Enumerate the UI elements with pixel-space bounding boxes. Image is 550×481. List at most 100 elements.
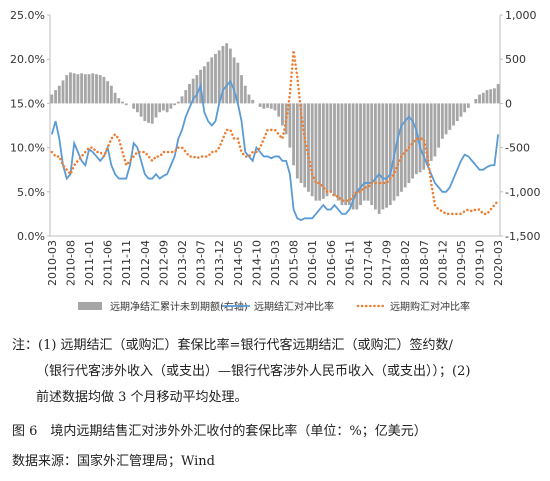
bar — [217, 50, 221, 104]
bar — [206, 61, 210, 104]
bar — [165, 103, 169, 113]
bar — [251, 99, 255, 104]
bar — [496, 83, 500, 104]
bar — [292, 103, 296, 166]
bar — [113, 92, 117, 104]
bar — [295, 103, 299, 179]
bar — [266, 103, 269, 108]
bar — [381, 103, 385, 210]
bar — [277, 103, 281, 117]
bar — [228, 48, 232, 104]
x-tick-label: 2010-08 — [64, 240, 77, 286]
source: 数据来源：国家外汇管理局；Wind — [12, 453, 215, 469]
y-tick-label: 20.0% — [10, 53, 45, 66]
bar — [121, 101, 124, 104]
bar — [281, 103, 284, 126]
bar — [236, 62, 240, 104]
bar — [396, 103, 400, 197]
bar — [333, 103, 336, 197]
bar — [429, 103, 433, 161]
bar — [303, 103, 307, 188]
bar — [370, 103, 374, 206]
bar — [98, 75, 102, 104]
bar — [433, 103, 437, 157]
x-tick-label: 2013-07 — [195, 240, 208, 286]
bar — [184, 90, 188, 104]
x-tick-label: 2013-12 — [213, 240, 226, 286]
bar — [455, 103, 459, 122]
bar — [135, 103, 139, 113]
bar — [362, 103, 366, 201]
y-tick-label: 10.0% — [10, 142, 45, 155]
bar — [173, 103, 176, 106]
bar — [310, 103, 314, 197]
y-tick-label: 25.0% — [10, 9, 45, 22]
bar — [485, 90, 489, 104]
bar — [474, 98, 478, 104]
bar — [221, 45, 225, 104]
bar — [340, 103, 344, 206]
bar — [72, 73, 76, 104]
bar — [284, 103, 288, 135]
bar — [54, 90, 57, 104]
bar — [176, 101, 180, 104]
bar — [143, 103, 147, 122]
bar — [411, 103, 415, 179]
bar — [355, 103, 359, 210]
x-tick-label: 2019-05 — [455, 240, 468, 286]
bar — [95, 74, 98, 104]
bar — [158, 103, 162, 113]
bar — [195, 75, 199, 104]
bar — [269, 103, 273, 109]
bar — [440, 103, 444, 139]
bar — [83, 74, 87, 104]
x-tick-label: 2012-04 — [139, 240, 152, 286]
bar — [139, 103, 143, 117]
legend-label: 远期购汇对冲比率 — [390, 300, 470, 313]
x-tick-label: 2018-07 — [418, 240, 431, 286]
bar — [426, 103, 429, 166]
bar — [407, 103, 411, 183]
bar — [91, 73, 95, 104]
bar — [478, 94, 481, 104]
bar — [299, 103, 303, 183]
y-tick-label: 15.0% — [10, 97, 45, 110]
bar — [180, 96, 184, 104]
bar — [314, 103, 318, 201]
y2-tick-label: -1,500 — [505, 230, 540, 243]
bar — [210, 57, 214, 104]
bar — [459, 103, 463, 117]
bar — [273, 103, 277, 111]
y2-tick-label: 1,000 — [505, 9, 537, 22]
line — [50, 79, 500, 222]
bar — [61, 80, 65, 104]
y2-tick-label: 0 — [505, 97, 512, 110]
x-tick-label: 2017-04 — [362, 240, 375, 286]
bar — [359, 103, 362, 206]
bar — [489, 89, 493, 104]
bar — [325, 103, 329, 197]
x-tick-label: 2018-12 — [436, 240, 449, 286]
x-tick-label: 2010-03 — [46, 240, 59, 286]
bar — [347, 103, 351, 206]
bar — [202, 66, 206, 104]
x-tick-label: 2014-10 — [250, 240, 263, 286]
bar — [232, 57, 236, 104]
bar — [258, 103, 262, 107]
line — [50, 50, 500, 216]
x-tick-label: 2013-02 — [176, 240, 189, 286]
bar — [493, 88, 496, 104]
bar — [307, 103, 310, 192]
y-tick-label: 5.0% — [17, 186, 45, 199]
bar — [102, 76, 106, 104]
bar — [150, 103, 154, 124]
bar — [147, 103, 150, 123]
x-tick-label: 2018-02 — [399, 240, 412, 286]
y-tick-label: 0.0% — [17, 230, 45, 243]
x-tick-label: 2014-05 — [232, 240, 245, 286]
bar — [262, 103, 266, 109]
legend-label: 远期结汇对冲比率 — [254, 300, 334, 313]
legend-swatch — [78, 302, 102, 310]
x-tick-label: 2020-03 — [492, 240, 505, 286]
